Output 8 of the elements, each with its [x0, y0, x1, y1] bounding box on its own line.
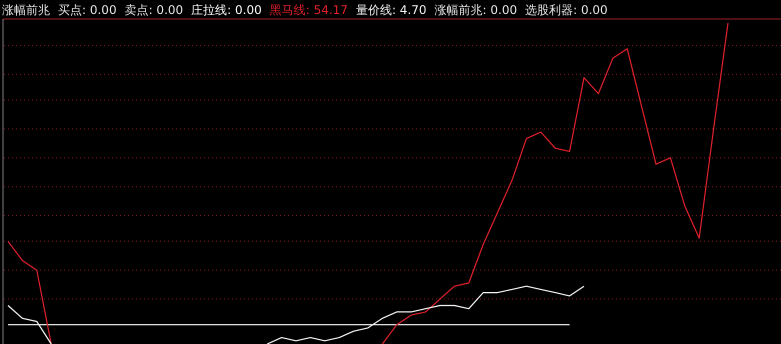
- text: 涨幅前兆: 0.00: [434, 3, 518, 17]
- text: 庄拉线: 0.00: [191, 3, 262, 17]
- text: 黑马线: 54.17: [270, 3, 348, 17]
- text: 选股利器: 0.00: [525, 3, 608, 17]
- text: 卖点: 0.00: [124, 3, 184, 17]
- text: 买点: 0.00: [58, 3, 117, 17]
- text: 量价线: 4.70: [356, 3, 427, 17]
- chart-title: 涨幅前兆: [2, 3, 50, 17]
